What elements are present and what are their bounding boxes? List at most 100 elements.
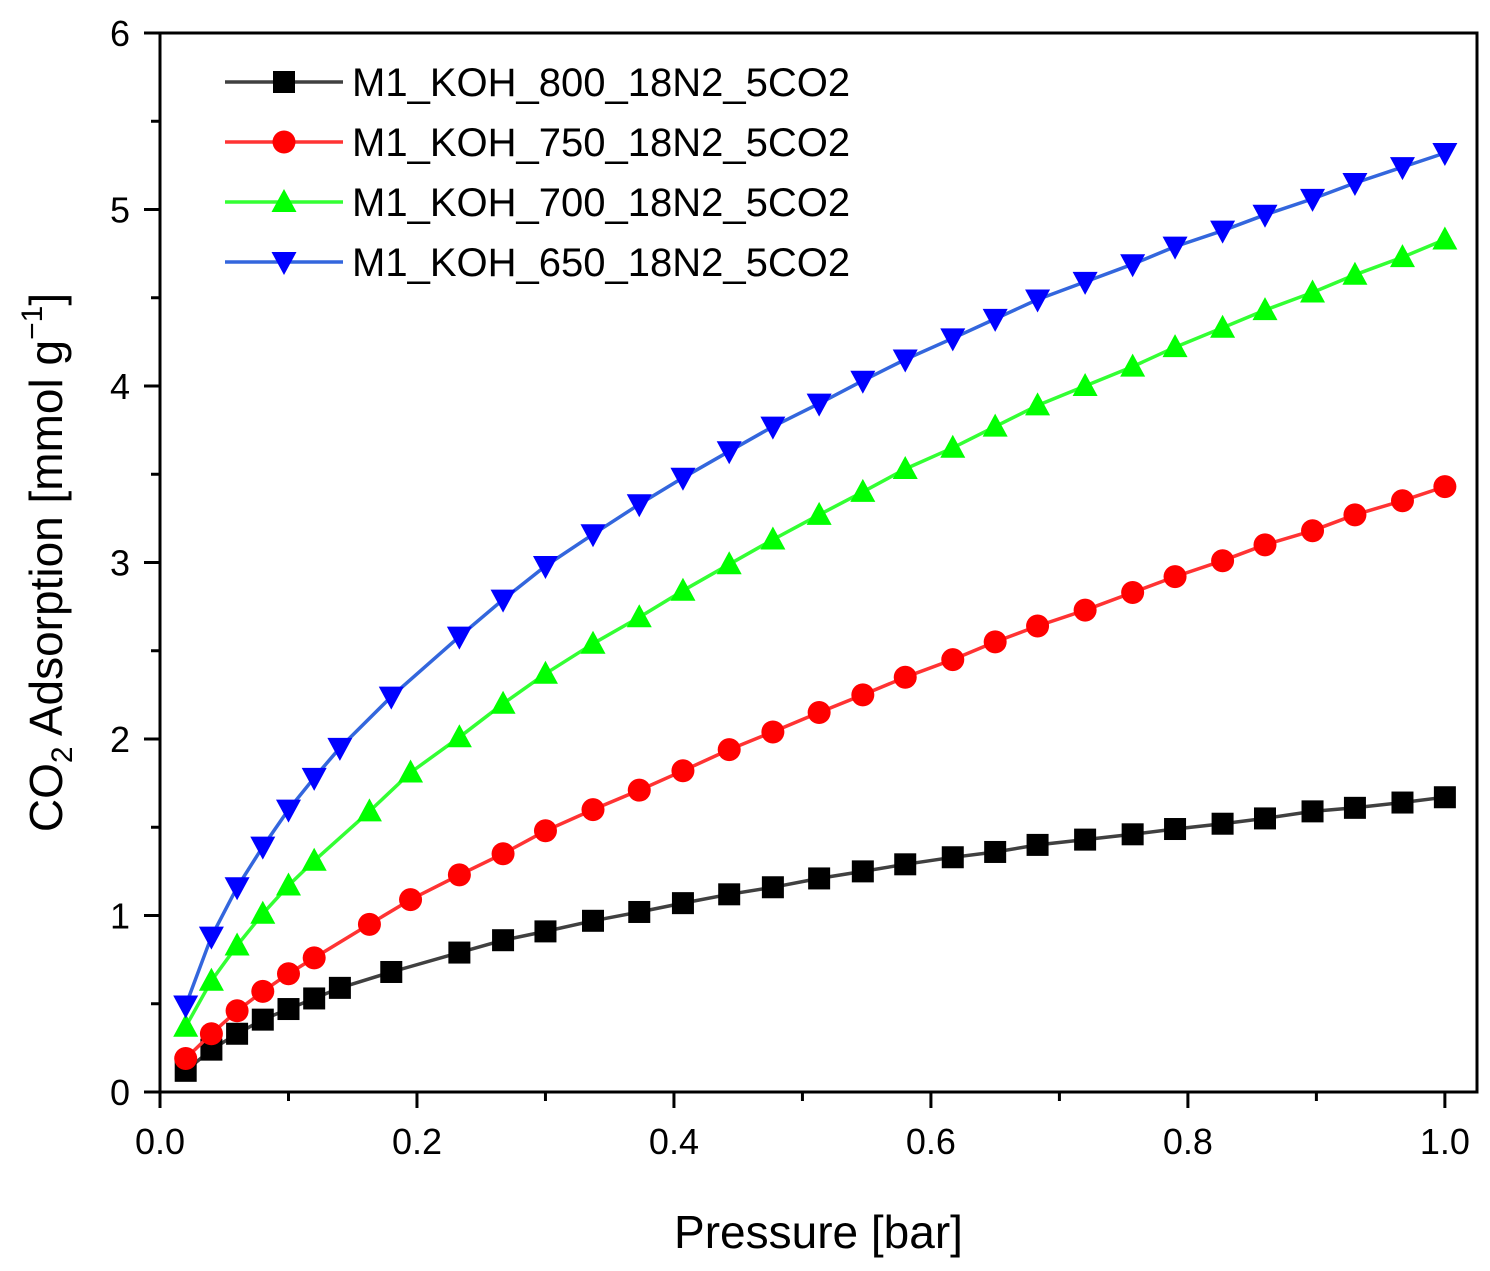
- legend-label: M1_KOH_650_18N2_5CO2: [352, 241, 850, 285]
- series-2: [173, 226, 1458, 1037]
- data-point: [173, 995, 199, 1019]
- data-point: [760, 416, 786, 440]
- data-point: [582, 909, 605, 932]
- data-point: [446, 724, 472, 748]
- data-point: [718, 883, 741, 906]
- data-point: [1121, 823, 1144, 846]
- y-tick-label: 5: [110, 190, 130, 231]
- x-tick-label: 0.0: [135, 1121, 185, 1162]
- data-point: [1391, 791, 1414, 814]
- data-point: [301, 767, 327, 791]
- data-point: [276, 962, 300, 986]
- data-point: [851, 860, 874, 883]
- data-point: [1300, 188, 1326, 212]
- legend-label: M1_KOH_700_18N2_5CO2: [352, 181, 850, 225]
- data-point: [580, 630, 606, 654]
- data-point: [357, 912, 381, 936]
- legend: M1_KOH_800_18N2_5CO2 M1_KOH_750_18N2_5CO2…: [225, 61, 850, 285]
- data-point: [808, 867, 831, 890]
- data-point: [174, 1046, 198, 1070]
- data-point: [399, 888, 423, 912]
- series-layer: [173, 143, 1458, 1082]
- data-point: [491, 842, 515, 866]
- data-point: [356, 798, 382, 822]
- y-axis-title-main: CO: [20, 763, 72, 832]
- data-point: [1121, 581, 1145, 605]
- data-point: [1026, 833, 1049, 856]
- legend-item: M1_KOH_800_18N2_5CO2: [225, 61, 850, 105]
- data-point: [301, 847, 327, 871]
- legend-marker: [271, 189, 297, 212]
- data-point: [225, 999, 249, 1023]
- x-axis-title: Pressure [bar]: [674, 1206, 963, 1258]
- data-point: [328, 976, 351, 999]
- data-point: [533, 819, 557, 843]
- data-point: [1343, 503, 1367, 527]
- data-point: [1162, 236, 1188, 260]
- data-point: [1210, 220, 1236, 244]
- data-point: [224, 932, 250, 956]
- y-axis-title-rest: Adsorption [mmol g: [20, 340, 72, 747]
- data-point: [378, 686, 404, 710]
- data-point: [982, 308, 1008, 332]
- data-point: [1211, 812, 1234, 835]
- data-point: [251, 1008, 274, 1031]
- data-point: [534, 920, 557, 943]
- series-0: [174, 786, 1456, 1082]
- data-point: [1073, 598, 1097, 622]
- y-axis-title: CO2 Adsorption [mmol g−1]: [16, 293, 79, 832]
- y-tick-label: 1: [110, 896, 130, 937]
- data-point: [1252, 297, 1278, 321]
- data-point: [490, 690, 516, 714]
- data-point: [1432, 226, 1458, 250]
- data-point: [626, 494, 652, 518]
- legend-marker: [272, 130, 296, 154]
- data-point: [224, 877, 250, 901]
- data-point: [1252, 204, 1278, 228]
- data-point: [1164, 818, 1187, 841]
- data-point: [173, 1013, 199, 1037]
- data-point: [940, 328, 966, 352]
- data-point: [448, 941, 471, 964]
- series-3: [173, 143, 1458, 1019]
- y-tick-label: 2: [110, 719, 130, 760]
- legend-marker: [273, 71, 295, 93]
- data-point: [1300, 279, 1326, 303]
- data-point: [1390, 489, 1414, 513]
- data-point: [303, 987, 326, 1010]
- data-point: [251, 979, 275, 1003]
- data-point: [398, 759, 424, 783]
- data-point: [199, 1022, 223, 1046]
- legend-item: M1_KOH_750_18N2_5CO2: [225, 121, 850, 165]
- data-point: [1162, 334, 1188, 358]
- x-tick-label: 0.8: [1163, 1121, 1213, 1162]
- legend-label: M1_KOH_750_18N2_5CO2: [352, 121, 850, 165]
- x-tick-label: 0.2: [392, 1121, 442, 1162]
- legend-marker: [271, 252, 297, 275]
- data-point: [716, 441, 742, 465]
- legend-item: M1_KOH_650_18N2_5CO2: [225, 241, 850, 285]
- data-point: [447, 863, 471, 887]
- data-point: [671, 892, 694, 915]
- data-point: [1433, 475, 1457, 499]
- data-point: [892, 455, 918, 479]
- y-axis-title-subscript: 2: [46, 746, 79, 763]
- data-point: [806, 393, 832, 417]
- data-point: [850, 370, 876, 394]
- data-point: [941, 648, 965, 672]
- data-point: [670, 467, 696, 491]
- data-point: [532, 556, 558, 580]
- data-point: [1120, 353, 1146, 377]
- data-point: [1389, 244, 1415, 268]
- data-point: [626, 604, 652, 628]
- data-point: [941, 846, 964, 869]
- y-tick-label: 0: [110, 1072, 130, 1113]
- data-point: [1301, 519, 1325, 543]
- data-point: [982, 413, 1008, 437]
- legend-label: M1_KOH_800_18N2_5CO2: [352, 61, 850, 105]
- data-point: [628, 900, 651, 923]
- data-point: [1072, 373, 1098, 396]
- x-tick-label: 0.6: [906, 1121, 956, 1162]
- series-1: [174, 475, 1457, 1070]
- data-point: [1433, 786, 1456, 809]
